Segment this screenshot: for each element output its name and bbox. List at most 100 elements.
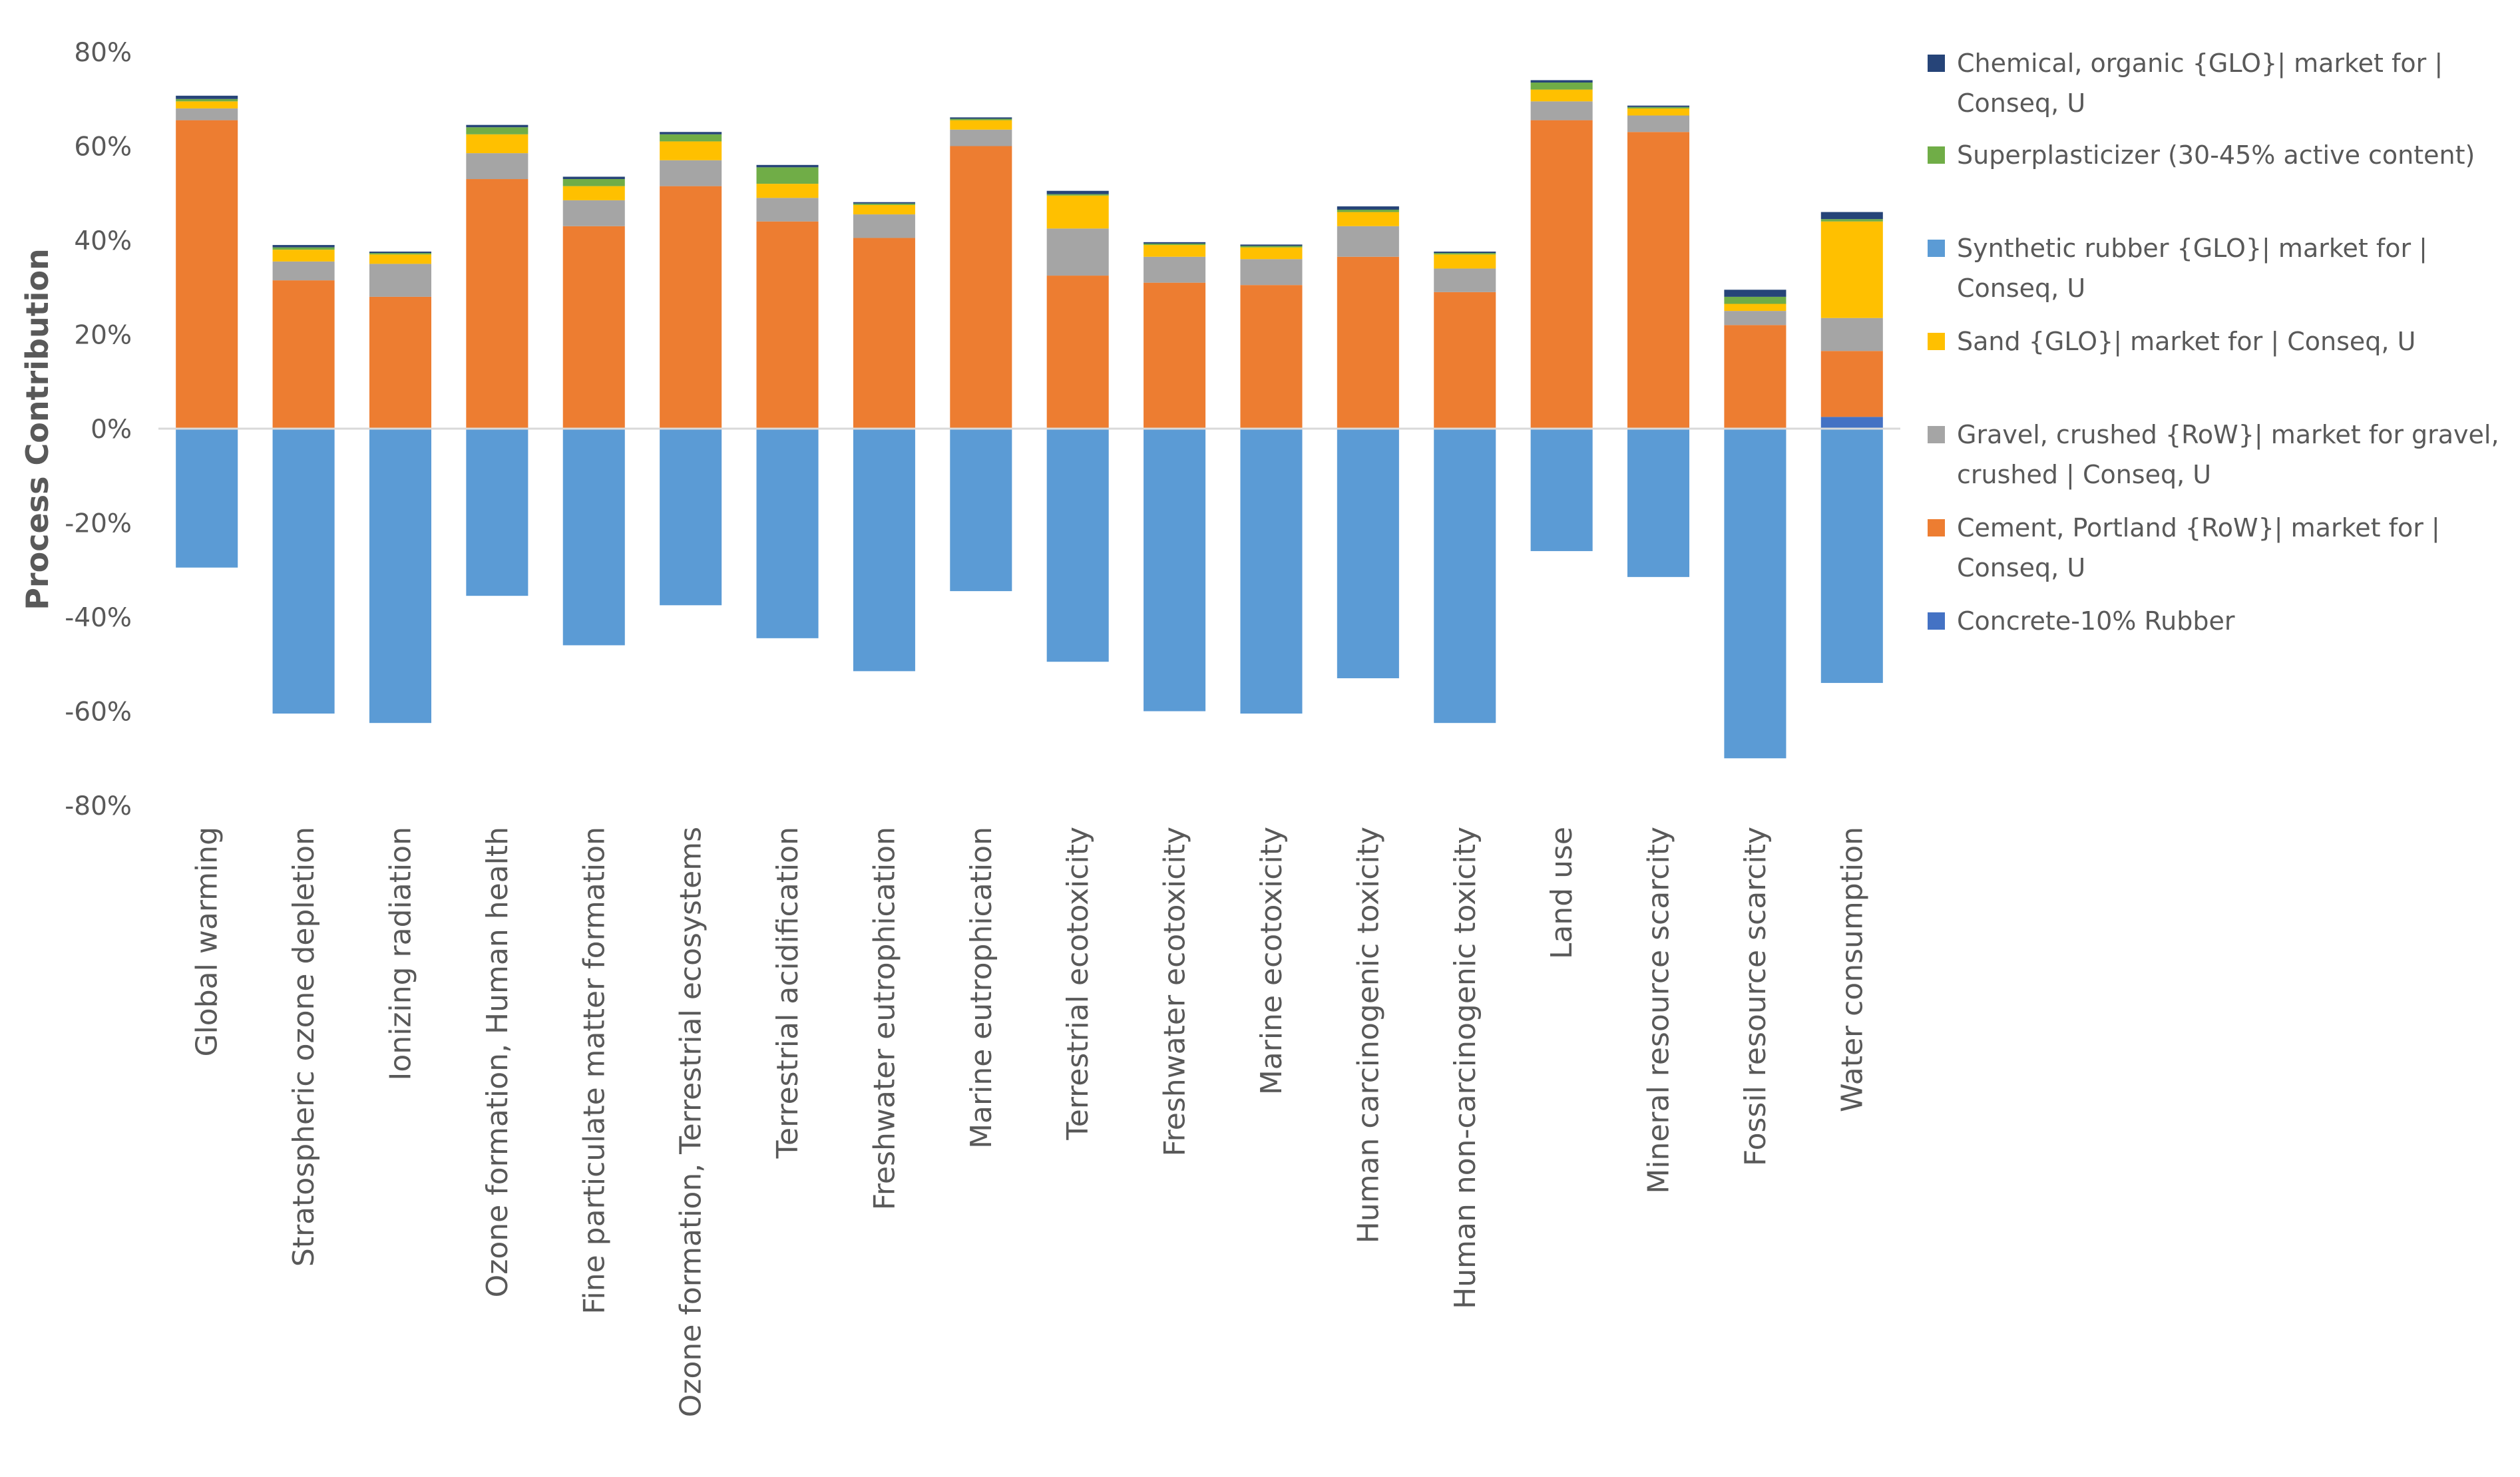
bar-segment: [466, 124, 528, 128]
legend-label: Sand {GLO}| market for | Conseq, U: [1957, 327, 2415, 357]
category-label: Water consumption: [1835, 827, 1869, 1112]
category-label: Mineral resource scarcity: [1642, 827, 1676, 1194]
bar-segment: [1724, 296, 1786, 304]
bar-segment: [1046, 276, 1109, 429]
bar-segment: [466, 179, 528, 429]
legend-swatch: [1928, 146, 1945, 164]
bar-segment: [853, 204, 915, 215]
category-label: Stratospheric ozone depletion: [287, 827, 321, 1267]
bar-segment: [1434, 268, 1496, 292]
bar-segment: [272, 429, 335, 714]
bar-segment: [853, 202, 915, 204]
y-axis: 80% 60% 40% 20% 0% -20% -40% -60% -80%: [65, 38, 132, 821]
bar-segment: [1046, 195, 1109, 229]
bars: [176, 80, 1883, 759]
bar-segment: [272, 261, 335, 281]
bar-segment: [1240, 244, 1303, 246]
bar-segment: [272, 247, 335, 250]
bar-segment: [1337, 212, 1399, 226]
bar-segment: [1337, 429, 1399, 678]
bar-segment: [1530, 120, 1593, 429]
bar-segment: [1627, 115, 1690, 132]
bar-segment: [562, 179, 625, 186]
bar-segment: [1046, 429, 1109, 662]
category-label: Freshwater eutrophication: [867, 827, 901, 1210]
bar-segment: [466, 429, 528, 596]
bar-segment: [369, 253, 431, 255]
bar-segment: [1724, 290, 1786, 297]
bar-segment: [853, 429, 915, 672]
legend-label: Conseq, U: [1957, 89, 2085, 118]
bar-segment: [660, 160, 722, 186]
bar-segment: [369, 264, 431, 297]
bar-segment: [369, 429, 431, 724]
bar-segment: [466, 127, 528, 134]
bar-segment: [1820, 429, 1883, 684]
bar-segment: [660, 132, 722, 134]
bar-segment: [756, 221, 819, 429]
category-label: Terrestrial acidification: [771, 827, 805, 1159]
bar-segment: [1144, 245, 1206, 257]
bar-segment: [176, 120, 238, 429]
bar-segment: [1530, 429, 1593, 551]
bar-segment: [1530, 101, 1593, 120]
category-label: Fossil resource scarcity: [1739, 827, 1773, 1166]
legend-label: Conseq, U: [1957, 553, 2085, 582]
bar-segment: [562, 176, 625, 180]
legend-swatch: [1928, 612, 1945, 630]
bar-segment: [562, 200, 625, 226]
bar-segment: [1530, 80, 1593, 83]
bar-segment: [1337, 206, 1399, 210]
bar-segment: [1627, 105, 1690, 107]
bar-segment: [660, 141, 722, 160]
bar-segment: [272, 250, 335, 262]
bar-segment: [950, 429, 1012, 592]
bar-segment: [1820, 221, 1883, 318]
bar-segment: [1434, 429, 1496, 724]
bar-segment: [1434, 292, 1496, 429]
bar-segment: [1144, 282, 1206, 429]
legend-label: Synthetic rubber {GLO}| market for |: [1957, 234, 2427, 264]
bar-segment: [1434, 251, 1496, 254]
bar-segment: [1337, 256, 1399, 429]
bar-segment: [853, 203, 915, 205]
bar-segment: [756, 429, 819, 638]
y-tick-label: 40%: [74, 226, 132, 256]
bar-segment: [176, 99, 238, 102]
bar-segment: [756, 167, 819, 184]
bar-segment: [176, 429, 238, 568]
category-label: Ionizing radiation: [383, 827, 417, 1081]
bar-segment: [1820, 212, 1883, 220]
bar-segment: [562, 226, 625, 429]
bar-segment: [1820, 317, 1883, 351]
bar-segment: [1337, 226, 1399, 257]
category-label: Land use: [1545, 827, 1579, 959]
bar-segment: [1530, 89, 1593, 102]
bar-segment: [369, 296, 431, 429]
category-label: Global warming: [190, 827, 224, 1057]
bar-segment: [1240, 247, 1303, 260]
y-tick-label: 60%: [74, 132, 132, 162]
category-label: Human carcinogenic toxicity: [1351, 827, 1385, 1243]
bar-segment: [272, 245, 335, 248]
y-tick-label: -20%: [65, 509, 132, 539]
bar-segment: [1337, 210, 1399, 212]
bar-segment: [1724, 311, 1786, 325]
legend-swatch: [1928, 240, 1945, 257]
category-label: Ozone formation, Terrestrial ecosystems: [674, 827, 708, 1417]
y-tick-label: -40%: [65, 603, 132, 633]
bar-segment: [1530, 82, 1593, 90]
legend-swatch: [1928, 55, 1945, 72]
bar-segment: [1240, 259, 1303, 286]
bar-segment: [853, 214, 915, 238]
bar-segment: [1240, 429, 1303, 714]
bar-segment: [1046, 228, 1109, 276]
bar-segment: [756, 184, 819, 198]
bar-segment: [369, 251, 431, 254]
category-label: Human non-carcinogenic toxicity: [1448, 827, 1482, 1309]
bar-segment: [1434, 253, 1496, 255]
legend-swatch: [1928, 519, 1945, 536]
legend-label: crushed | Conseq, U: [1957, 460, 2211, 490]
bar-segment: [756, 198, 819, 222]
